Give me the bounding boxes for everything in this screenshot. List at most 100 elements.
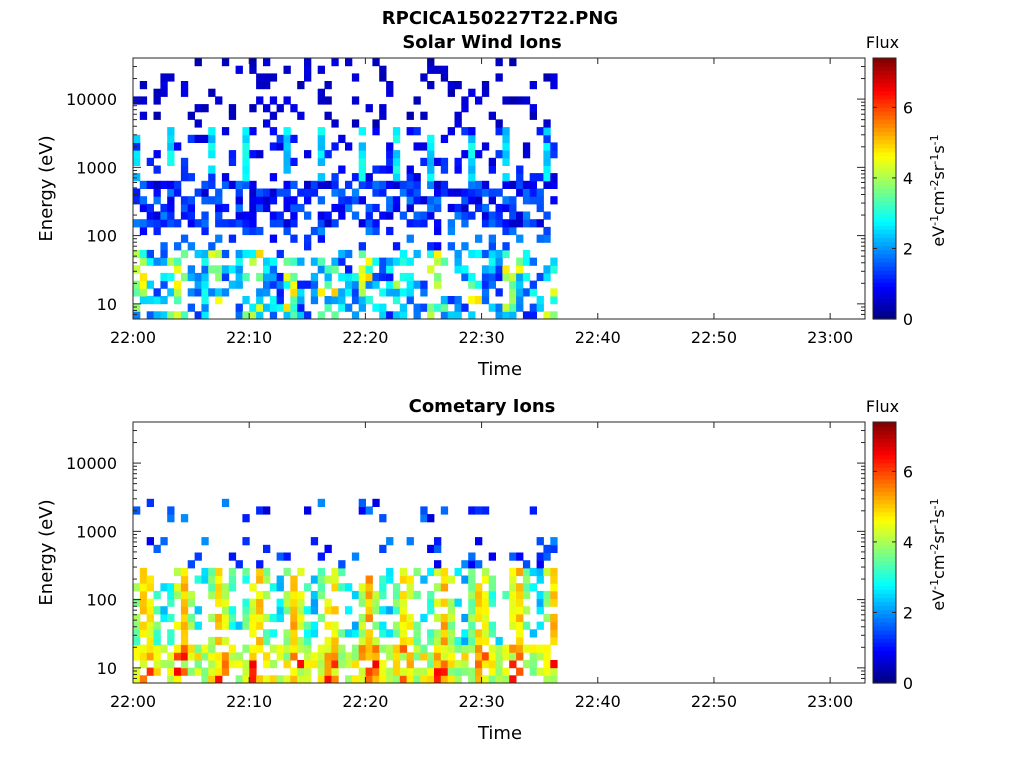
colorbar-swatch bbox=[873, 139, 896, 145]
heatmap-cell bbox=[522, 590, 531, 600]
heatmap-cell bbox=[379, 311, 387, 320]
heatmap-cell bbox=[146, 296, 154, 305]
colorbar-swatch bbox=[873, 572, 896, 578]
heatmap-cell bbox=[516, 644, 524, 653]
heatmap-cell bbox=[304, 667, 312, 676]
heatmap-cell bbox=[440, 667, 449, 676]
heatmap-cell bbox=[221, 219, 230, 228]
colorbar-swatch bbox=[873, 507, 896, 513]
colorbar-swatch bbox=[873, 654, 896, 660]
heatmap-cell bbox=[481, 675, 490, 684]
heatmap-cell bbox=[475, 590, 483, 600]
heatmap-cell bbox=[386, 288, 394, 297]
heatmap-cell bbox=[543, 544, 551, 553]
heatmap-cell bbox=[338, 296, 346, 305]
heatmap-cell bbox=[263, 613, 271, 623]
heatmap-cell bbox=[386, 272, 394, 282]
heatmap-cells bbox=[133, 58, 558, 320]
heatmap-cell bbox=[461, 652, 469, 661]
heatmap-cell bbox=[235, 249, 243, 259]
heatmap-cell bbox=[406, 621, 414, 630]
heatmap-cell bbox=[228, 583, 237, 592]
heatmap-cell bbox=[317, 234, 325, 243]
heatmap-cell bbox=[139, 203, 148, 213]
heatmap-cell bbox=[536, 303, 544, 312]
heatmap-cell bbox=[283, 590, 291, 600]
heatmap-cell bbox=[434, 257, 442, 266]
heatmap-cell bbox=[550, 544, 558, 553]
heatmap-cell bbox=[509, 621, 517, 630]
colorbar-title: Flux bbox=[866, 397, 899, 416]
colorbar-swatch bbox=[873, 270, 896, 275]
heatmap-cell bbox=[317, 590, 325, 600]
heatmap-cell bbox=[543, 142, 551, 151]
heatmap-cell bbox=[529, 567, 537, 577]
heatmap-cell bbox=[475, 506, 483, 515]
heatmap-cell bbox=[215, 234, 223, 243]
heatmap-cell bbox=[468, 134, 476, 143]
heatmap-cell bbox=[208, 667, 216, 676]
heatmap-cell bbox=[208, 180, 216, 189]
heatmap-cell bbox=[379, 303, 387, 312]
heatmap-cell bbox=[543, 150, 551, 159]
heatmap-cell bbox=[215, 652, 223, 661]
heatmap-cell bbox=[543, 667, 551, 676]
heatmap-cell bbox=[379, 583, 387, 592]
heatmap-cell bbox=[283, 629, 291, 638]
heatmap-cell bbox=[502, 96, 510, 105]
heatmap-cell bbox=[386, 629, 394, 638]
colorbar-swatch bbox=[873, 540, 896, 545]
heatmap-cell bbox=[386, 257, 394, 266]
heatmap-cell bbox=[372, 621, 380, 630]
heatmap-cell bbox=[550, 150, 558, 159]
x-tick-label: 22:50 bbox=[691, 328, 737, 347]
heatmap-cell bbox=[543, 173, 551, 182]
heatmap-cell bbox=[440, 644, 449, 653]
heatmap-cell bbox=[221, 613, 230, 623]
heatmap-cell bbox=[461, 575, 469, 584]
heatmap-cell bbox=[167, 514, 175, 523]
heatmap-cell bbox=[454, 265, 462, 274]
heatmap-cell bbox=[331, 606, 339, 615]
heatmap-cell bbox=[550, 173, 558, 182]
heatmap-cell bbox=[283, 134, 291, 143]
heatmap-cell bbox=[160, 257, 168, 266]
heatmap-cell bbox=[495, 265, 503, 274]
heatmap-cell bbox=[447, 621, 455, 630]
heatmap-cell bbox=[447, 311, 455, 320]
heatmap-cell bbox=[283, 219, 291, 228]
heatmap-cell bbox=[194, 188, 202, 197]
heatmap-cell bbox=[399, 180, 408, 189]
colorbar-swatch bbox=[873, 560, 896, 566]
heatmap-cell bbox=[310, 629, 319, 638]
heatmap-cell bbox=[475, 180, 483, 189]
heatmap-cell bbox=[249, 180, 257, 189]
colorbar-tick-label: 4 bbox=[903, 533, 913, 552]
heatmap-cell bbox=[256, 203, 264, 213]
heatmap-cell bbox=[310, 660, 319, 669]
heatmap-cell bbox=[242, 567, 250, 577]
heatmap-cell bbox=[317, 196, 325, 205]
heatmap-cell bbox=[379, 188, 387, 197]
heatmap-cell bbox=[221, 621, 230, 630]
colorbar-swatch bbox=[873, 475, 896, 480]
heatmap-cell bbox=[495, 219, 503, 228]
heatmap-cell bbox=[495, 652, 503, 661]
heatmap-cell bbox=[440, 296, 449, 305]
heatmap-cell bbox=[256, 567, 264, 577]
heatmap-cell bbox=[406, 127, 414, 136]
y-axis-label: Energy (eV) bbox=[36, 135, 57, 241]
y-tick-label: 10 bbox=[97, 659, 117, 678]
colorbar-swatch bbox=[873, 536, 896, 541]
heatmap-cell bbox=[420, 111, 428, 120]
heatmap-cell bbox=[481, 660, 490, 669]
heatmap-cell bbox=[468, 280, 476, 289]
heatmap-cell bbox=[475, 296, 483, 305]
colorbar-swatch bbox=[873, 237, 896, 243]
heatmap-cell bbox=[331, 636, 339, 646]
heatmap-cell bbox=[406, 583, 414, 592]
heatmap-cell bbox=[434, 644, 442, 653]
x-tick-label: 22:40 bbox=[575, 692, 621, 711]
colorbar-swatch bbox=[873, 666, 896, 672]
